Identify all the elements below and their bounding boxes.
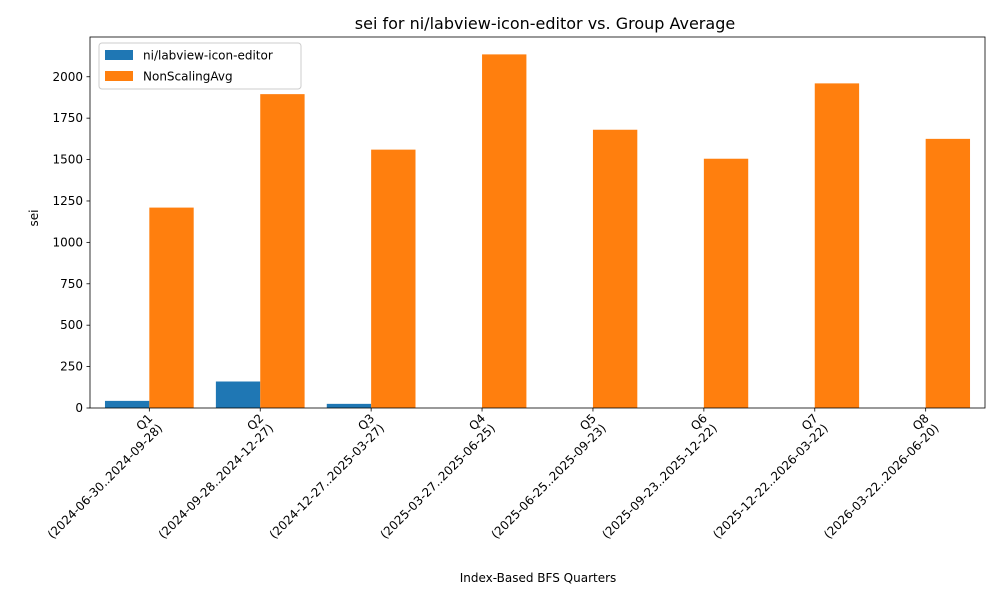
bar-repo-2	[215, 381, 261, 408]
bar-avg-5	[592, 129, 638, 408]
bar-avg-8	[925, 138, 971, 409]
bar-repo-3	[326, 403, 372, 408]
bar-repo-1	[104, 400, 150, 408]
bar-avg-2	[260, 94, 305, 408]
chart-title: sei for ni/labview-icon-editor vs. Group…	[355, 14, 735, 33]
y-axis-ticks: 0 250 500 750 1000 1250 1500 1750 2000	[52, 70, 90, 415]
bar-avg-6	[703, 158, 749, 408]
plot-area	[89, 36, 986, 409]
y-tick-label: 1000	[52, 235, 83, 249]
bar-avg-3	[371, 149, 416, 409]
y-axis-label: sei	[27, 210, 41, 227]
bar-avg-1	[149, 207, 194, 408]
y-tick-label: 1750	[52, 111, 83, 125]
y-tick-label: 500	[60, 318, 83, 332]
bar-avg-4	[482, 54, 527, 408]
x-axis-label: Index-Based BFS Quarters	[460, 571, 617, 585]
legend-swatch-avg	[105, 71, 133, 81]
y-tick-label: 2000	[52, 70, 83, 84]
y-tick-label: 250	[60, 360, 83, 374]
y-tick-label: 1500	[52, 153, 83, 167]
axes-frame	[89, 36, 986, 409]
legend-swatch-repo	[105, 50, 133, 60]
legend-label-avg: NonScalingAvg	[143, 70, 233, 84]
legend-box	[98, 42, 302, 90]
legend: ni/labview-icon-editor NonScalingAvg	[98, 42, 302, 90]
y-tick-label: 1250	[52, 194, 83, 208]
y-tick-label: 0	[75, 401, 83, 415]
legend-label-repo: ni/labview-icon-editor	[143, 49, 273, 63]
y-tick-label: 750	[60, 277, 83, 291]
bar-avg-7	[814, 83, 860, 409]
